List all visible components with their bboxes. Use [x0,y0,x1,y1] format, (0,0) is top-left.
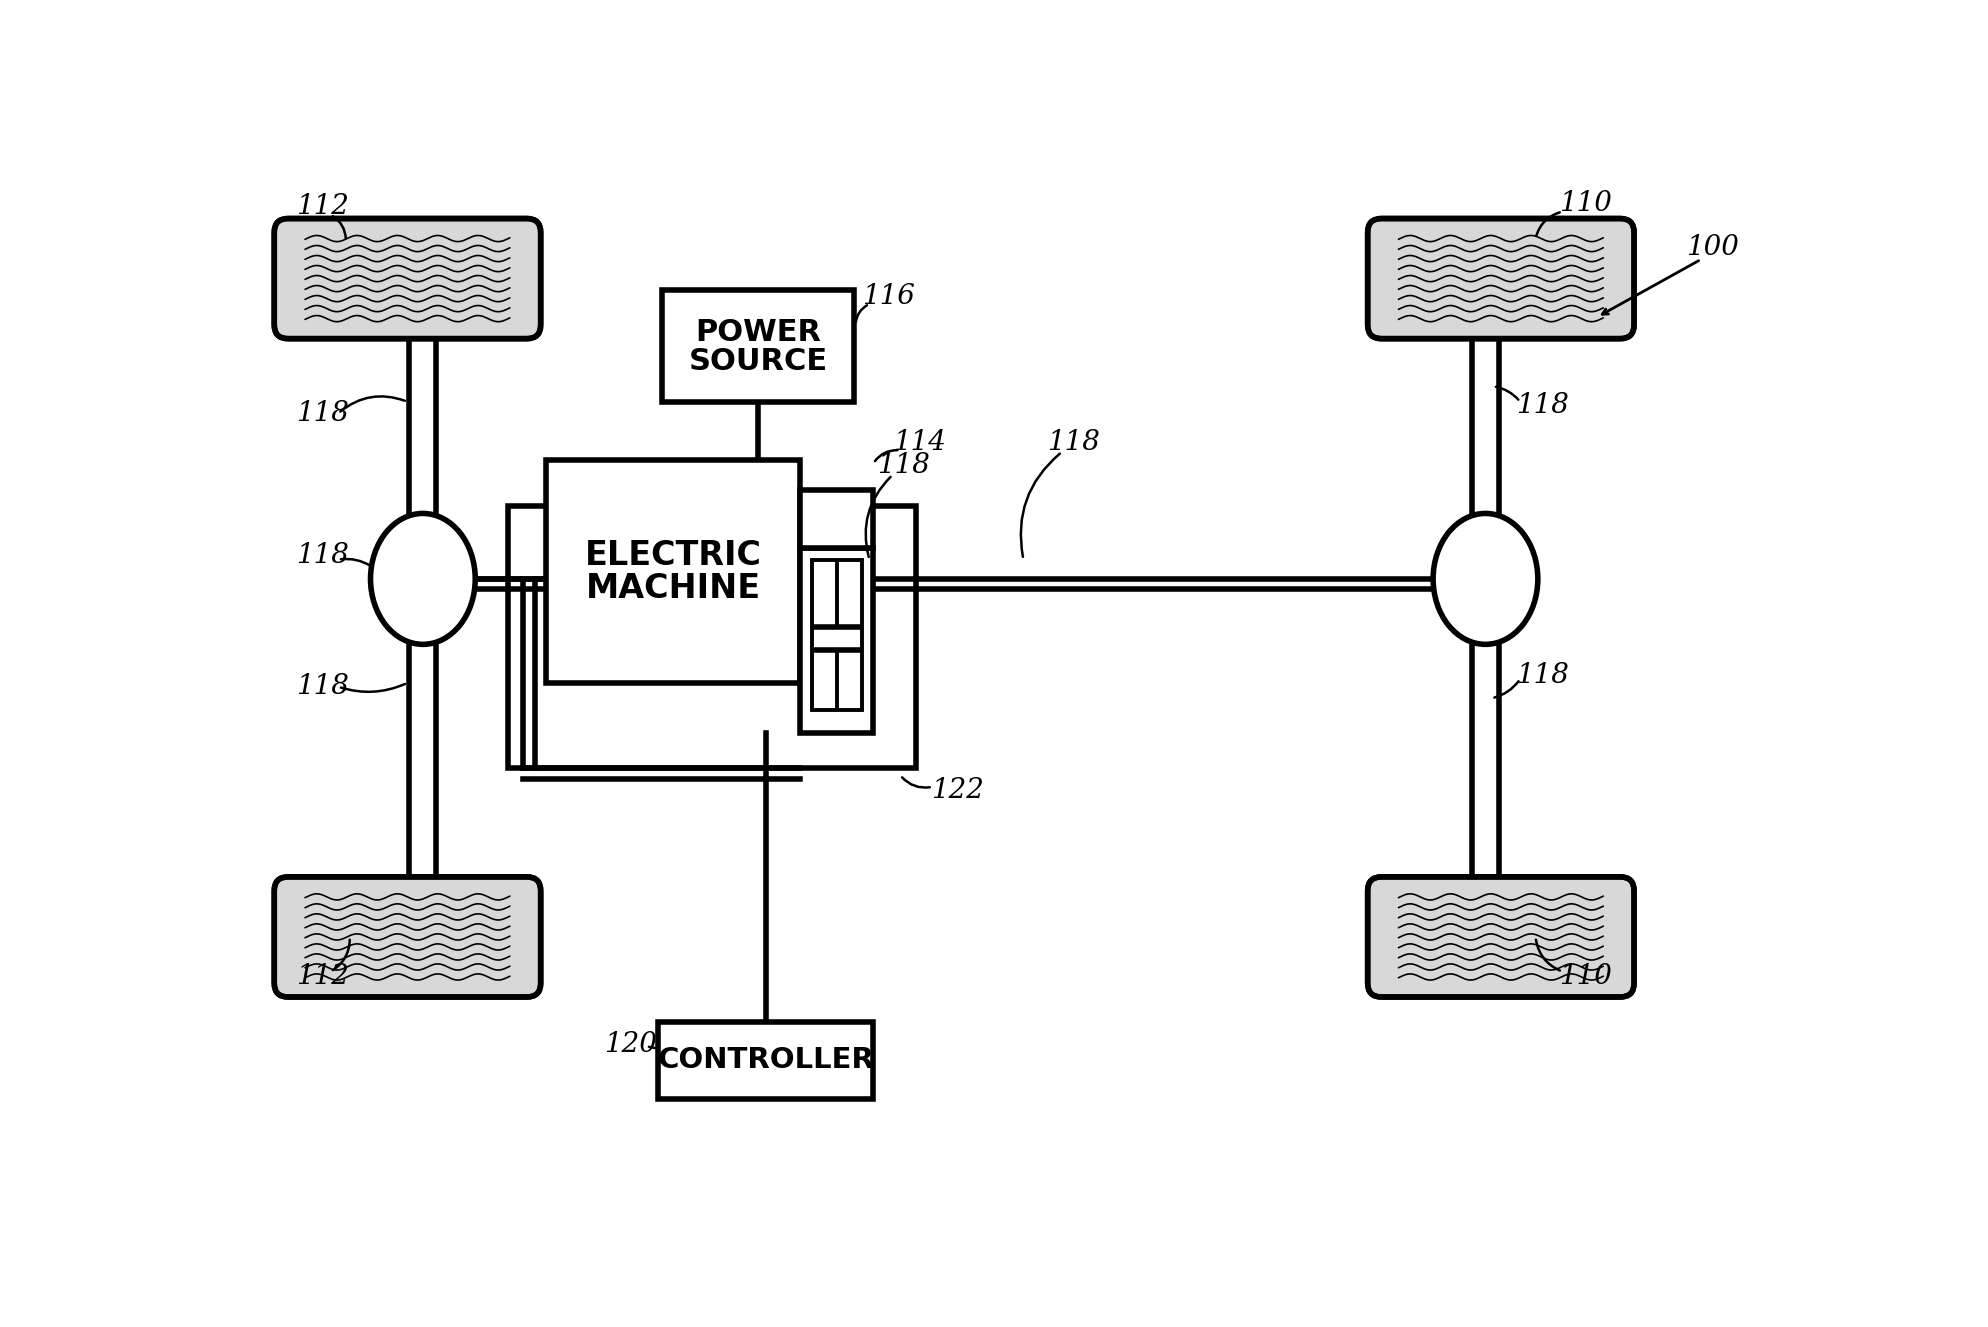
Bar [662,291,855,402]
Text: ELECTRIC: ELECTRIC [584,539,761,572]
Text: 118: 118 [877,453,930,479]
Text: 100: 100 [1686,235,1740,261]
Bar [658,1022,873,1099]
Text: 118: 118 [296,399,348,427]
Bar [811,560,861,710]
Text: 114: 114 [893,429,946,456]
Bar [801,548,873,733]
Text: 120: 120 [604,1031,656,1058]
Text: 118: 118 [1517,662,1569,689]
Text: POWER: POWER [696,317,821,346]
Ellipse shape [1433,514,1539,645]
Text: 110: 110 [1559,963,1612,990]
FancyBboxPatch shape [1368,219,1634,338]
Text: 116: 116 [861,283,914,309]
Text: 118: 118 [296,673,348,701]
Text: SOURCE: SOURCE [688,346,827,376]
Text: CONTROLLER: CONTROLLER [658,1046,875,1074]
Text: 112: 112 [296,963,348,990]
Text: 118: 118 [1046,429,1099,456]
Bar [547,459,801,683]
Bar [507,506,916,767]
Ellipse shape [370,514,475,645]
Text: 112: 112 [296,194,348,220]
FancyBboxPatch shape [274,877,541,997]
Bar [801,491,873,548]
FancyBboxPatch shape [274,219,541,338]
Text: 118: 118 [1517,393,1569,419]
Text: 110: 110 [1559,190,1612,218]
Text: MACHINE: MACHINE [586,572,761,605]
Text: 122: 122 [930,778,984,804]
Text: 118: 118 [296,543,348,569]
FancyBboxPatch shape [1368,877,1634,997]
